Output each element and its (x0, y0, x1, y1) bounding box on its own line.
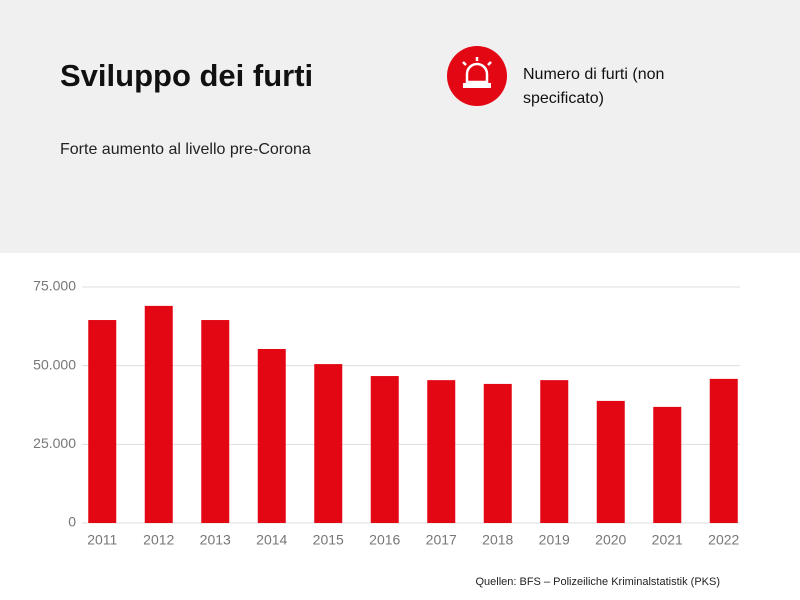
x-tick-label: 2017 (426, 532, 457, 548)
legend-label: Numero di furti (non specificato) (523, 66, 665, 107)
bar (596, 400, 625, 523)
chart-title: Sviluppo dei furti (60, 58, 313, 93)
source: Quellen: BFS – Polizeiliche Kriminalstat… (475, 576, 720, 588)
x-tick-label: 2012 (143, 532, 174, 548)
chart-subtitle: Forte aumento al livello pre-Corona (60, 141, 311, 158)
x-tick-label: 2020 (595, 532, 626, 548)
bar (314, 364, 343, 523)
header-background (0, 0, 800, 253)
bar (144, 305, 173, 523)
x-tick-label: 2022 (708, 532, 739, 548)
bar (709, 378, 738, 523)
x-tick-label: 2011 (87, 532, 117, 548)
bar (201, 320, 230, 523)
y-tick-label: 0 (68, 514, 76, 530)
bar (88, 320, 117, 523)
bar (483, 383, 512, 523)
bar (540, 380, 569, 523)
bar (427, 380, 456, 523)
x-tick-label: 2016 (369, 532, 400, 548)
bar (653, 406, 682, 523)
x-tick-label: 2019 (539, 532, 570, 548)
y-tick-label: 25.000 (33, 435, 76, 451)
x-tick-label: 2015 (313, 532, 344, 548)
y-tick-label: 75.000 (33, 278, 76, 294)
bar (257, 348, 286, 523)
x-tick-label: 2018 (482, 532, 513, 548)
x-tick-label: 2013 (200, 532, 231, 548)
bar (370, 376, 399, 523)
y-tick-label: 50.000 (33, 356, 76, 372)
x-tick-label: 2021 (652, 532, 683, 548)
x-tick-label: 2014 (256, 532, 287, 548)
legend-icon (447, 46, 507, 106)
